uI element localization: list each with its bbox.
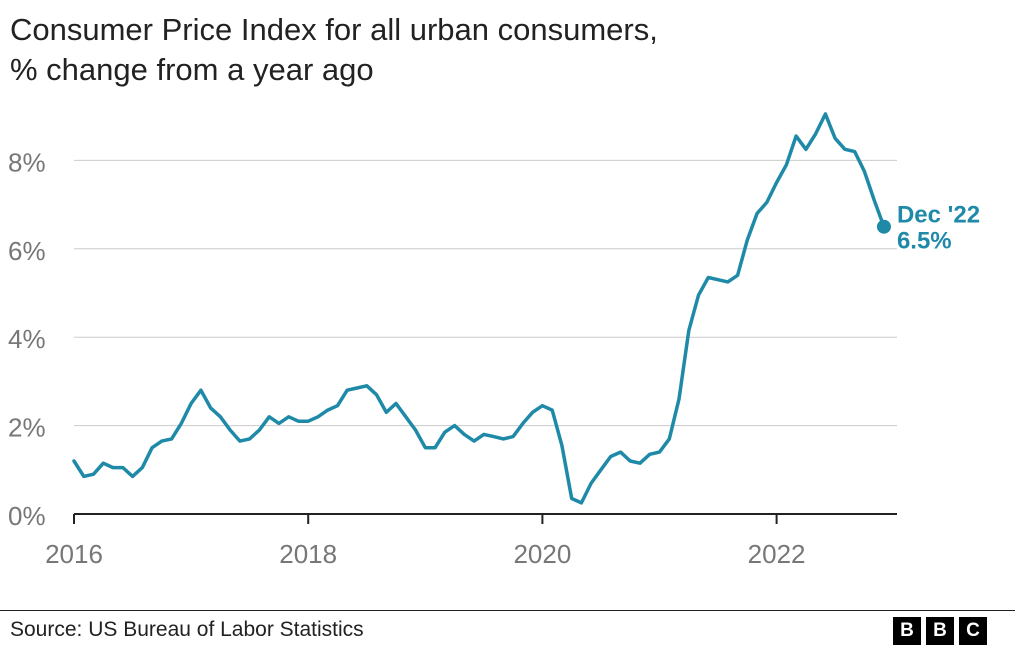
source-divider (0, 610, 1015, 611)
bbc-logo: B B C (893, 617, 987, 645)
chart-title-line-2: % change from a year ago (10, 52, 374, 87)
x-tick-label: 2020 (513, 539, 571, 569)
x-tick-label: 2022 (748, 539, 806, 569)
logo-letter-b2: B (926, 617, 954, 645)
x-tick-label: 2018 (279, 539, 337, 569)
series-line-cpi (72, 112, 886, 505)
annotation-date: Dec '22 (897, 202, 980, 229)
y-tick-label: 8% (8, 147, 46, 177)
y-tick-label: 0% (8, 501, 46, 531)
end-point-marker (876, 219, 891, 234)
chart-title-line-1: Consumer Price Index for all urban consu… (10, 12, 658, 47)
x-tick-label: 2016 (45, 539, 103, 569)
logo-letter-c: C (959, 617, 987, 645)
y-tick-label: 4% (8, 324, 46, 354)
chart-title: Consumer Price Index for all urban consu… (10, 10, 990, 90)
source-note: Source: US Bureau of Labor Statistics (10, 618, 364, 641)
logo-letter-b1: B (893, 617, 921, 645)
y-tick-label: 2% (8, 413, 46, 443)
y-tick-label: 6% (8, 236, 46, 266)
annotation-value: 6.5% (897, 228, 952, 255)
